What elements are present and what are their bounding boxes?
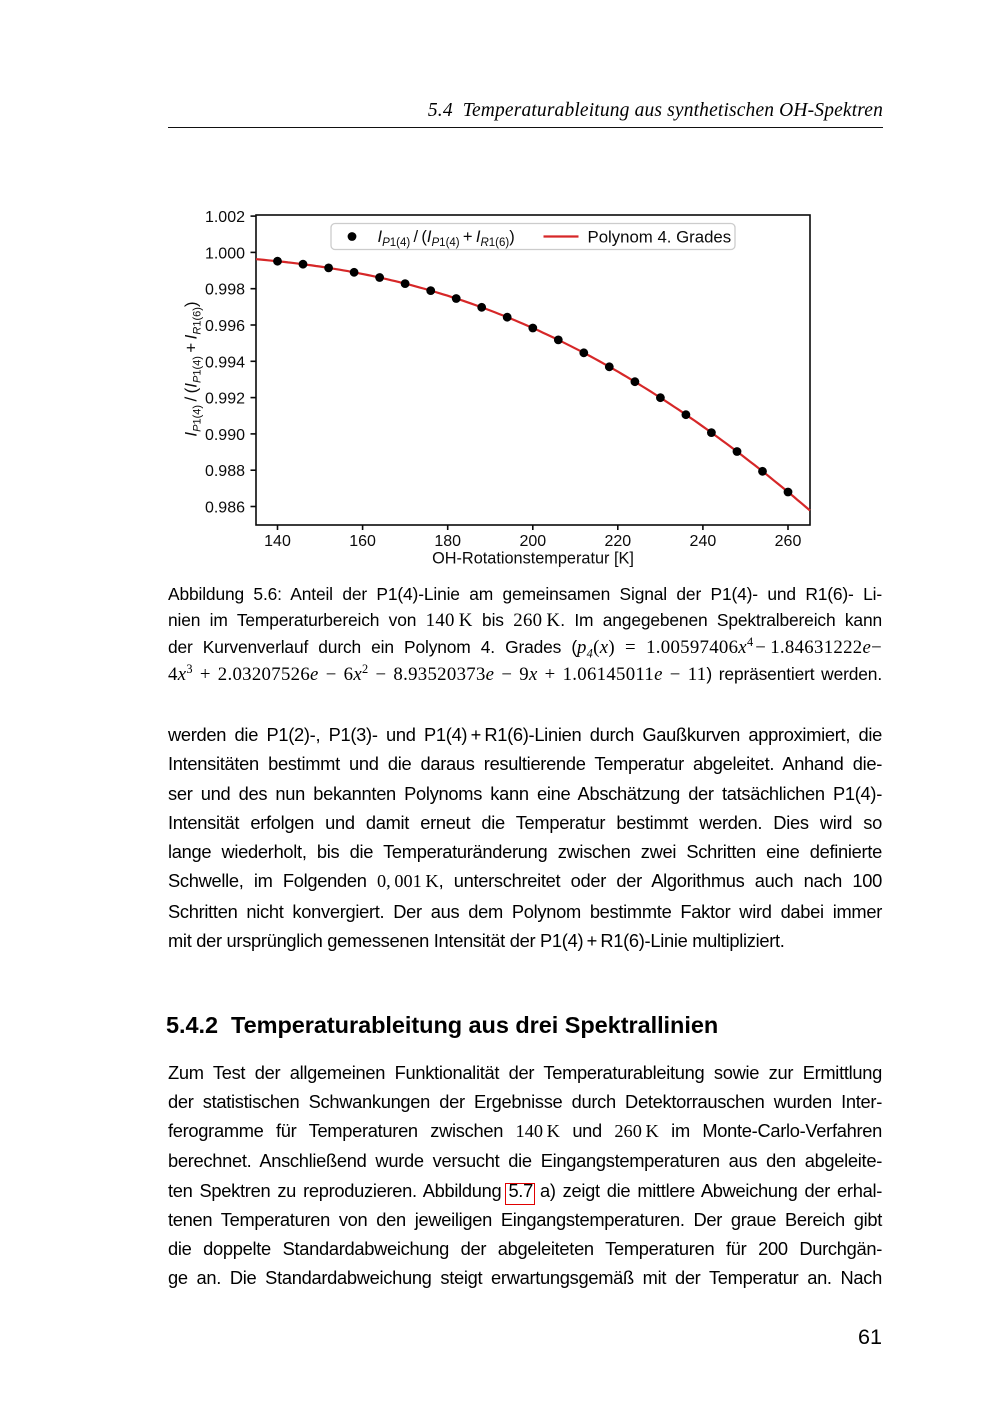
svg-text:140: 140 [264,533,291,550]
svg-text:IP1(4) / (IP1(4) + IR1(6)): IP1(4) / (IP1(4) + IR1(6)) [378,228,515,249]
svg-text:220: 220 [604,533,631,550]
svg-text:0.992: 0.992 [205,391,245,408]
svg-text:1.002: 1.002 [205,209,245,226]
svg-text:IP1(4) / (IP1(4) + IR1(6)): IP1(4) / (IP1(4) + IR1(6)) [182,301,204,436]
svg-text:0.988: 0.988 [205,463,245,480]
svg-text:0.986: 0.986 [205,500,245,517]
svg-text:260: 260 [775,533,802,550]
svg-text:180: 180 [434,533,461,550]
svg-text:0.994: 0.994 [205,354,245,371]
svg-text:Polynom 4. Grades: Polynom 4. Grades [588,228,732,247]
svg-text:OH-Rotationstemperatur [K]: OH-Rotationstemperatur [K] [432,550,634,568]
svg-text:240: 240 [690,533,717,550]
svg-text:0.990: 0.990 [205,427,245,444]
svg-text:160: 160 [349,533,376,550]
svg-text:200: 200 [519,533,546,550]
svg-text:0.998: 0.998 [205,282,245,299]
svg-text:0.996: 0.996 [205,318,245,335]
svg-text:1.000: 1.000 [205,245,245,262]
